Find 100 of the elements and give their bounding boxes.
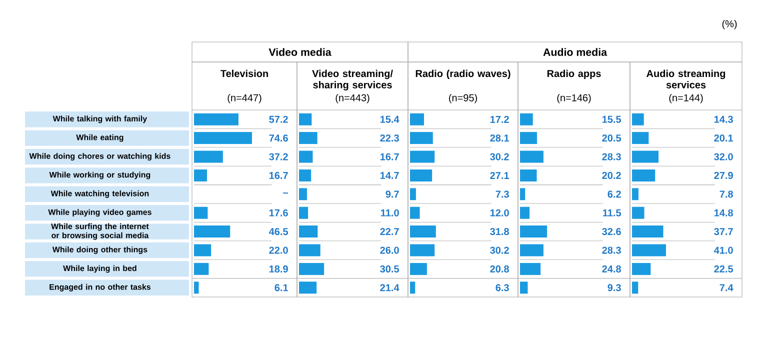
bar	[299, 132, 318, 144]
y-tick-label: While doing chores or watching kids	[29, 152, 170, 161]
bar	[632, 113, 644, 126]
data-label: 22.3	[380, 134, 399, 142]
bar	[194, 113, 238, 126]
data-label: 22.5	[714, 265, 734, 272]
data-label: 27.9	[714, 172, 733, 180]
text: Audio media	[543, 48, 608, 56]
bar	[632, 262, 651, 275]
data-label: 28.3	[602, 246, 621, 254]
bar	[520, 206, 530, 219]
bar	[632, 150, 659, 163]
data-label: 15.5	[602, 116, 622, 123]
bar	[410, 226, 436, 238]
chart-subtitle: (n=144)	[669, 94, 703, 104]
bar	[410, 150, 435, 163]
data-label: 20.8	[490, 265, 509, 272]
data-label: 6.3	[496, 284, 509, 292]
text: Video media	[268, 48, 332, 56]
data-label: 30.5	[380, 265, 400, 272]
bar	[194, 169, 207, 182]
data-label: 16.7	[269, 172, 288, 180]
data-label: 6.2	[608, 190, 621, 198]
bar	[520, 244, 544, 256]
data-label: 20.5	[602, 134, 622, 142]
bar	[299, 262, 324, 275]
data-label: 21.4	[380, 284, 400, 292]
chart-title: Audio streaming services	[646, 70, 726, 88]
bar	[520, 113, 533, 126]
data-label: 28.3	[602, 153, 621, 160]
data-label: 41.0	[714, 246, 733, 254]
data-label: 17.6	[269, 209, 288, 216]
bar	[194, 282, 199, 294]
bar	[299, 244, 320, 256]
data-label: 9.7	[386, 190, 399, 198]
bar	[520, 169, 537, 182]
bar	[520, 132, 537, 144]
data-label: 30.2	[490, 246, 509, 254]
data-label: 31.8	[490, 228, 509, 236]
data-label: 9.3	[608, 284, 621, 292]
data-label: 6.1	[274, 284, 288, 292]
chart-title: Radio (radio waves)	[416, 70, 510, 80]
bar	[520, 262, 541, 275]
chart-title: Video streaming/ sharing services	[312, 70, 393, 90]
data-label: 46.5	[268, 228, 288, 236]
y-tick-label: While laying in bed	[63, 265, 136, 273]
data-label: 26.0	[380, 246, 399, 254]
bar	[194, 244, 212, 256]
data-label: 22.7	[380, 228, 399, 236]
data-label: 74.6	[269, 134, 288, 142]
bar	[632, 188, 638, 200]
bar	[299, 150, 313, 163]
data-label: 7.3	[496, 190, 509, 198]
bar	[410, 169, 432, 182]
text: –	[283, 192, 288, 194]
bar	[299, 226, 318, 238]
bar	[299, 282, 317, 294]
chart-subtitle: (n=447)	[228, 94, 262, 104]
chart-subtitle: (n=146)	[557, 94, 591, 104]
bar	[520, 226, 548, 238]
y-tick-label: Engaged in no other tasks	[50, 284, 151, 292]
data-label: 7.4	[720, 284, 734, 292]
bar	[632, 169, 656, 182]
data-label: 14.7	[380, 172, 399, 179]
bar	[632, 244, 666, 256]
bar	[410, 188, 416, 200]
bar	[410, 206, 420, 219]
bar	[632, 132, 649, 144]
data-label: 20.1	[714, 134, 734, 142]
data-label: 28.1	[490, 134, 510, 142]
bar	[410, 244, 435, 256]
y-tick-label: While surfing the internet or browsing social media	[51, 223, 149, 240]
data-label: 18.9	[269, 265, 288, 272]
bar	[632, 226, 664, 238]
data-label: 27.1	[490, 172, 510, 179]
bar	[520, 282, 528, 294]
data-label: 37.7	[714, 228, 733, 236]
bar	[410, 132, 433, 144]
data-label: 11.0	[381, 209, 399, 216]
bar	[194, 150, 223, 163]
y-tick-label: While watching television	[50, 190, 149, 198]
chart-subtitle: (n=95)	[449, 94, 477, 104]
data-label: 57.2	[269, 116, 288, 123]
y-tick-label: While doing other things	[52, 246, 148, 254]
chart-title: Radio apps	[547, 70, 601, 80]
y-tick-label: While eating	[76, 134, 124, 142]
bar	[632, 206, 644, 219]
bar	[299, 113, 312, 126]
chart-subtitle: (n=443)	[336, 94, 370, 104]
data-label: 11.5	[603, 209, 622, 216]
bar	[520, 150, 544, 163]
data-label: 37.2	[269, 153, 288, 160]
y-tick-label: While talking with family	[52, 116, 148, 124]
x-axis-title: (%)	[722, 20, 737, 30]
data-label: 24.8	[602, 265, 621, 272]
bar	[194, 226, 230, 238]
data-label: 15.4	[380, 116, 400, 123]
data-label: 14.8	[714, 209, 733, 216]
data-label: 16.7	[380, 153, 399, 160]
bar	[299, 169, 312, 182]
